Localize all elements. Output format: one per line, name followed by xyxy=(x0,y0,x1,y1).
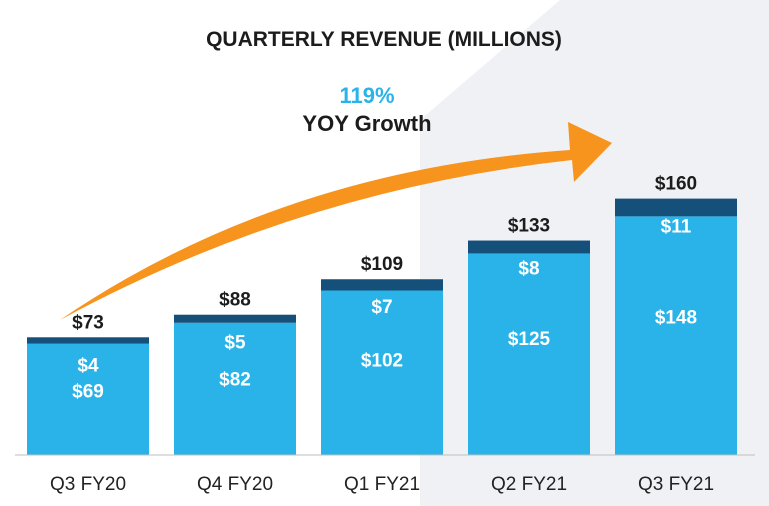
bar-base xyxy=(27,343,149,455)
base-segment-label: $69 xyxy=(72,381,104,402)
base-segment-label: $148 xyxy=(655,308,697,329)
chart-title: QUARTERLY REVENUE (MILLIONS) xyxy=(206,28,562,51)
category-label: Q1 FY21 xyxy=(344,474,420,495)
top-segment-label: $7 xyxy=(371,297,392,318)
top-segment-label: $5 xyxy=(224,333,246,354)
base-segment-label: $82 xyxy=(219,369,251,390)
category-label: Q3 FY21 xyxy=(638,474,714,495)
bar-top xyxy=(27,337,149,344)
bar-top xyxy=(615,198,737,217)
total-label: $109 xyxy=(361,254,403,275)
bar-base xyxy=(468,253,590,455)
bar-top xyxy=(321,279,443,291)
base-segment-label: $125 xyxy=(508,329,551,350)
top-segment-label: $4 xyxy=(77,355,99,376)
bar-base xyxy=(615,216,737,455)
growth-percent: 119% xyxy=(339,83,394,108)
category-label: Q3 FY20 xyxy=(50,474,126,495)
total-label: $160 xyxy=(655,174,697,195)
category-label: Q4 FY20 xyxy=(197,474,273,495)
bar-top xyxy=(174,314,296,323)
total-label: $133 xyxy=(508,216,550,237)
top-segment-label: $11 xyxy=(661,217,692,238)
bar-base xyxy=(321,290,443,455)
growth-label: YOY Growth xyxy=(302,111,431,136)
bar-top xyxy=(468,240,590,254)
total-label: $73 xyxy=(72,312,104,333)
growth-arrow xyxy=(60,122,612,320)
base-segment-label: $102 xyxy=(361,351,403,372)
bars-group: $73 $4 $69 Q3 FY20 $88 $5 $82 Q4 FY20 $109 $7 $102… xyxy=(27,174,737,495)
category-label: Q2 FY21 xyxy=(491,474,567,495)
total-label: $88 xyxy=(219,290,251,311)
bar-base xyxy=(174,322,296,455)
top-segment-label: $8 xyxy=(518,259,539,280)
